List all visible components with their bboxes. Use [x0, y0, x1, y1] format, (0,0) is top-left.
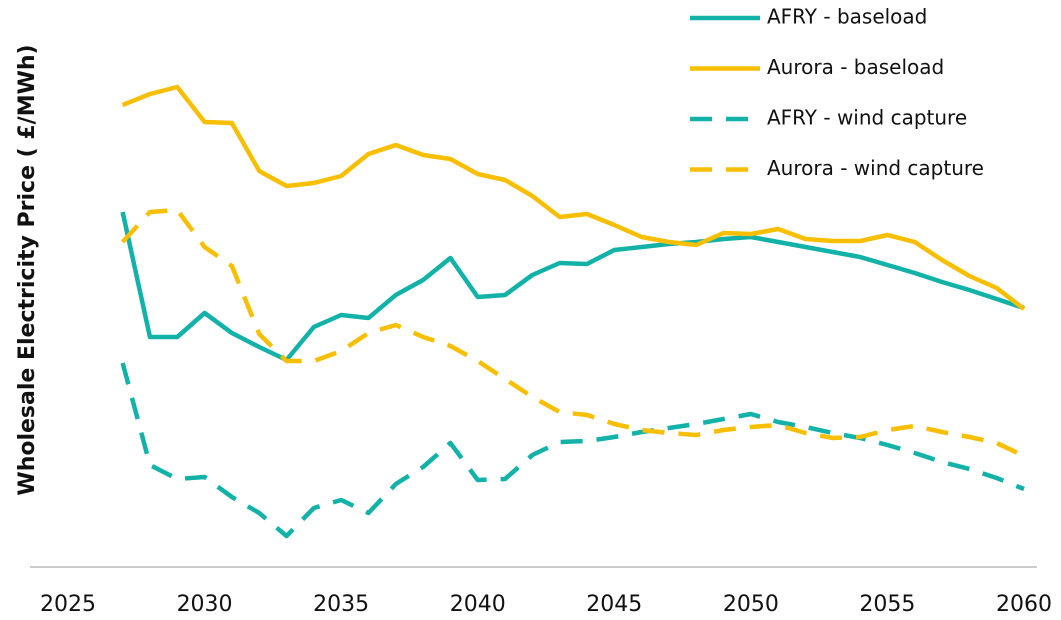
series-line	[120, 362, 1025, 539]
series-line	[120, 211, 1025, 363]
x-tick-label: 2040	[450, 592, 506, 617]
series-line	[120, 207, 1025, 459]
legend-label: AFRY - baseload	[767, 5, 927, 29]
x-tick-label: 2050	[723, 592, 779, 617]
y-axis-title: Wholesale Electricity Price ( £/MWh)	[15, 44, 40, 495]
x-tick-label: 2060	[996, 592, 1052, 617]
x-tick-label: 2025	[40, 592, 96, 617]
x-tick-label: 2030	[177, 592, 233, 617]
legend-label: Aurora - baseload	[767, 55, 944, 79]
x-tick-label: 2035	[313, 592, 369, 617]
x-tick-label: 2045	[586, 592, 642, 617]
x-tick-label: 2055	[859, 592, 915, 617]
legend-label: Aurora - wind capture	[767, 156, 984, 180]
series-line	[121, 84, 1026, 311]
legend-label: AFRY - wind capture	[767, 106, 967, 130]
